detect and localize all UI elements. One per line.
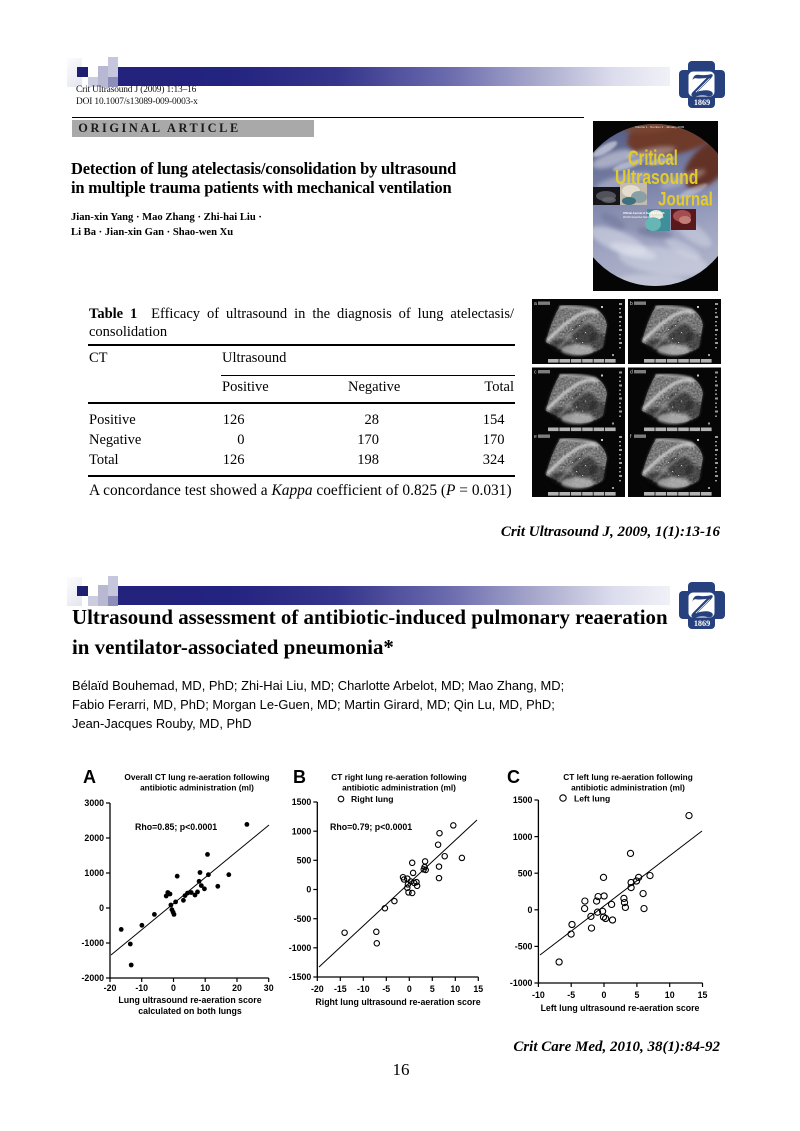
svg-text:-500: -500: [515, 942, 533, 952]
svg-text:10: 10: [200, 983, 210, 993]
svg-text:Volume 1 · Number 1 · January: Volume 1 · Number 1 · January 2009: [635, 125, 685, 129]
svg-text:B: B: [293, 767, 306, 787]
svg-text:-2000: -2000: [82, 973, 105, 983]
svg-text:antibiotic administration (ml): antibiotic administration (ml): [140, 783, 254, 793]
svg-text:10: 10: [450, 984, 460, 994]
svg-text:a: a: [534, 301, 537, 307]
svg-text:15: 15: [473, 984, 483, 994]
svg-text:1000: 1000: [292, 826, 312, 836]
svg-text:-10: -10: [532, 990, 545, 1000]
svg-text:-10: -10: [357, 984, 370, 994]
svg-text:-1500: -1500: [289, 972, 312, 982]
svg-text:-20: -20: [104, 983, 117, 993]
svg-text:calculated on both lungs: calculated on both lungs: [138, 1006, 242, 1016]
svg-text:A: A: [83, 767, 96, 787]
svg-text:Journal: Journal: [658, 188, 713, 210]
svg-text:CT left lung re-aeration follo: CT left lung re-aeration following: [563, 772, 693, 782]
svg-text:1000: 1000: [513, 832, 533, 842]
svg-text:f: f: [630, 434, 632, 440]
svg-text:20: 20: [232, 983, 242, 993]
svg-text:Ultrasound: Ultrasound: [615, 166, 698, 188]
svg-text:15: 15: [698, 990, 708, 1000]
svg-text:1000: 1000: [84, 868, 104, 878]
svg-text:-20: -20: [311, 984, 324, 994]
svg-text:0: 0: [407, 984, 412, 994]
svg-text:Lung ultrasound re-aeration sc: Lung ultrasound re-aeration score: [118, 995, 261, 1005]
svg-text:d: d: [630, 370, 633, 376]
svg-text:0: 0: [171, 983, 176, 993]
svg-text:1500: 1500: [292, 797, 312, 807]
svg-text:c: c: [534, 370, 537, 376]
svg-text:0: 0: [602, 990, 607, 1000]
svg-text:Overall CT lung re-aeration fo: Overall CT lung re-aeration following: [124, 772, 269, 782]
svg-text:Rho=0.79; p<0.0001: Rho=0.79; p<0.0001: [330, 822, 412, 832]
svg-text:-10: -10: [135, 983, 148, 993]
svg-text:C: C: [507, 767, 520, 787]
svg-text:Official Journal of the WINFOC: Official Journal of the WINFOCUS: [623, 211, 665, 215]
svg-text:e: e: [534, 434, 537, 440]
svg-text:500: 500: [518, 868, 533, 878]
svg-text:Left lung ultrasound re-aerati: Left lung ultrasound re-aeration score: [541, 1003, 700, 1013]
svg-text:1869: 1869: [694, 98, 710, 107]
svg-text:0: 0: [527, 905, 532, 915]
svg-text:-5: -5: [382, 984, 390, 994]
svg-text:-5: -5: [567, 990, 575, 1000]
svg-text:Right lung ultrasound re-aerat: Right lung ultrasound re-aeration score: [315, 997, 480, 1007]
svg-text:3000: 3000: [84, 798, 104, 808]
svg-text:-500: -500: [294, 914, 312, 924]
svg-text:0: 0: [306, 885, 311, 895]
svg-text:-1000: -1000: [82, 938, 105, 948]
svg-text:antibiotic administration (ml): antibiotic administration (ml): [342, 783, 456, 793]
svg-text:Rho=0.85; p<0.0001: Rho=0.85; p<0.0001: [135, 822, 217, 832]
svg-text:-1000: -1000: [289, 943, 312, 953]
svg-text:World Interactive Network Focu: World Interactive Network Focused: [623, 215, 664, 219]
svg-text:500: 500: [297, 856, 312, 866]
svg-text:-15: -15: [334, 984, 347, 994]
svg-text:2000: 2000: [84, 833, 104, 843]
svg-text:1869: 1869: [694, 619, 710, 628]
svg-text:5: 5: [634, 990, 639, 1000]
svg-text:antibiotic administration (ml): antibiotic administration (ml): [571, 783, 685, 793]
svg-text:1500: 1500: [513, 795, 533, 805]
svg-text:10: 10: [665, 990, 675, 1000]
svg-text:30: 30: [264, 983, 274, 993]
svg-text:-1000: -1000: [510, 978, 533, 988]
svg-text:Left lung: Left lung: [574, 794, 610, 804]
svg-text:b: b: [630, 301, 633, 307]
svg-text:5: 5: [430, 984, 435, 994]
svg-text:CT right lung re-aeration foll: CT right lung re-aeration following: [331, 772, 467, 782]
svg-text:Critical: Critical: [628, 146, 678, 169]
svg-text:0: 0: [99, 903, 104, 913]
svg-text:Right lung: Right lung: [351, 794, 393, 804]
